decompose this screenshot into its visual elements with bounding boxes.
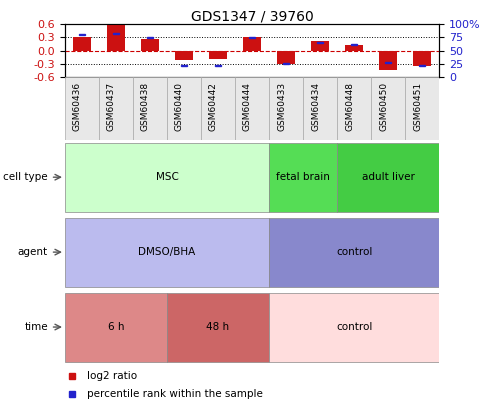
Bar [72,36,91,51]
Text: cell type: cell type [3,172,48,182]
Bar [317,42,323,43]
Bar [209,51,228,59]
Bar [65,143,269,212]
Bar [276,51,295,64]
Bar [413,51,432,66]
Text: 48 h: 48 h [207,322,230,332]
Text: fetal brain: fetal brain [276,172,330,182]
Bar [351,44,357,45]
Bar [337,77,371,140]
Bar [269,217,439,287]
Bar [405,77,439,140]
Bar [113,33,119,34]
Text: GSM60450: GSM60450 [379,82,388,131]
Bar [65,292,167,362]
Text: GSM60440: GSM60440 [175,82,184,131]
Text: 6 h: 6 h [108,322,124,332]
Bar [65,217,269,287]
Text: percentile rank within the sample: percentile rank within the sample [87,389,263,399]
Text: DMSO/BHA: DMSO/BHA [138,247,196,257]
Bar [167,292,269,362]
Text: control: control [336,247,372,257]
Bar [345,45,363,51]
Bar [215,65,221,66]
Bar [201,77,235,140]
Bar [147,37,153,38]
Text: GSM60438: GSM60438 [141,82,150,131]
Bar [419,65,425,66]
Title: GDS1347 / 39760: GDS1347 / 39760 [191,9,313,23]
Bar [269,292,439,362]
Text: GSM60437: GSM60437 [107,82,116,131]
Bar [235,77,269,140]
Text: GSM60444: GSM60444 [243,82,252,131]
Text: GSM60434: GSM60434 [311,82,320,131]
Bar [250,37,254,38]
Bar [269,77,303,140]
Bar [141,39,159,51]
Bar [311,41,329,51]
Text: agent: agent [18,247,48,257]
Bar [303,77,337,140]
Bar [283,63,289,64]
Bar [65,77,99,140]
Bar [337,143,439,212]
Bar [243,37,261,51]
Bar [175,51,193,60]
Bar [379,51,397,70]
Bar [181,65,187,66]
Text: log2 ratio: log2 ratio [87,371,137,381]
Text: GSM60436: GSM60436 [73,82,82,131]
Bar [269,143,337,212]
Text: GSM60442: GSM60442 [209,82,218,131]
Text: MSC: MSC [156,172,178,182]
Bar [167,77,201,140]
Bar [79,34,85,35]
Text: GSM60448: GSM60448 [345,82,354,131]
Bar [99,77,133,140]
Text: adult liver: adult liver [362,172,415,182]
Text: GSM60451: GSM60451 [413,82,422,131]
Bar [133,77,167,140]
Bar [371,77,405,140]
Bar [107,24,125,51]
Text: GSM60433: GSM60433 [277,82,286,131]
Bar [385,62,391,63]
Text: control: control [336,322,372,332]
Text: time: time [24,322,48,332]
